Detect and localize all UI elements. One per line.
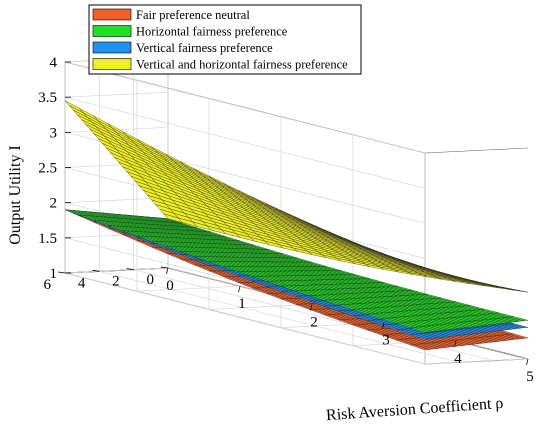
x-tick [382,322,385,329]
legend-swatch [92,25,132,37]
legend-entry: Vertical and horizontal fairness prefere… [136,58,348,72]
x-axis-label: Risk Aversion Coefficient ρ [326,395,504,424]
y-tick [126,268,134,271]
y-tick-label: 6 [44,277,52,293]
legend-entry: Vertical fairness preference [136,41,273,55]
z-tick-label: 3.5 [38,90,57,106]
y-tick [92,269,100,272]
z-axis-label: Output Utility I [7,145,24,245]
surface-cell [509,333,529,339]
grid-line [424,358,529,365]
x-tick [166,267,169,275]
x-tick [526,358,529,366]
z-tick-label: 3 [50,125,58,141]
legend-entry: Horizontal fairness preference [136,25,288,39]
grid-line [208,304,313,310]
grid-line [64,272,426,365]
grid-line [64,61,426,154]
grid-line [64,91,169,98]
x-tick-label: 4 [454,351,462,367]
x-tick [238,286,241,293]
x-tick [310,304,313,311]
surface-cell [509,289,529,293]
surface-1 [64,209,529,333]
legend-swatch [92,41,132,54]
z-tick-label: 1 [50,266,58,282]
legend-box [88,4,362,75]
grid-line [99,270,460,363]
y-tick [57,271,66,274]
x-tick-label: 5 [526,369,534,385]
x-tick-label: 3 [382,333,390,349]
legend: Fair preference neutral Horizontal fairne… [88,4,362,75]
z-tick-label: 4 [50,55,58,71]
z-tick-label: 2 [50,196,58,212]
surface-3 [64,100,529,293]
x-tick-label: 0 [166,278,174,294]
legend-swatch [92,8,132,21]
z-tick-label: 2.5 [38,161,57,177]
z-tick-label: 1.5 [38,231,57,247]
grid-line [64,96,426,189]
x-tick-label: 1 [238,296,246,312]
box-edge [424,147,529,154]
surface-cell [509,323,529,328]
x-tick [454,340,457,347]
grid-line [64,267,169,274]
legend-entry: Fair preference neutral [136,8,250,22]
surfaces [64,100,529,351]
grid-line [136,285,241,292]
x-tick-label: 2 [310,314,318,330]
y-tick [160,266,169,269]
y-tick-label: 4 [78,275,86,291]
surface-cell [509,316,529,321]
legend-swatch [92,58,132,70]
y-tick-label: 0 [147,272,155,288]
y-tick-label: 2 [112,274,120,290]
